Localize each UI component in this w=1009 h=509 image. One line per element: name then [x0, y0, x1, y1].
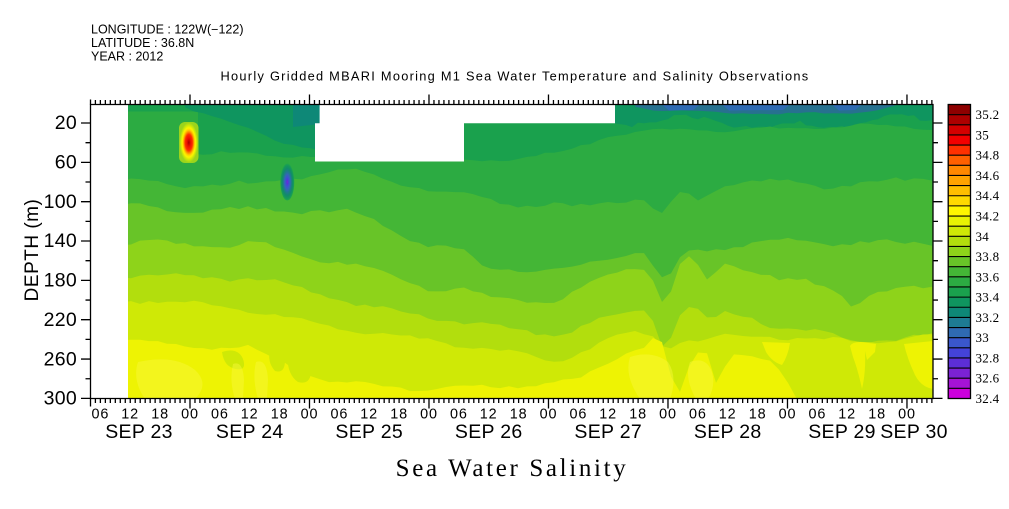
- svg-text:34.2: 34.2: [976, 209, 1000, 224]
- svg-text:18: 18: [390, 407, 408, 423]
- svg-text:18: 18: [510, 407, 528, 423]
- svg-text:SEP 29: SEP 29: [808, 421, 876, 443]
- svg-text:220: 220: [44, 309, 77, 331]
- svg-text:18: 18: [151, 407, 169, 423]
- svg-text:00: 00: [779, 407, 797, 423]
- svg-text:SEP 28: SEP 28: [694, 421, 762, 443]
- svg-text:18: 18: [868, 407, 886, 423]
- svg-text:32.4: 32.4: [976, 391, 1000, 406]
- svg-text:00: 00: [420, 407, 438, 423]
- svg-text:SEP 23: SEP 23: [105, 421, 173, 443]
- svg-text:32.6: 32.6: [976, 371, 1000, 386]
- svg-text:180: 180: [44, 270, 77, 292]
- svg-text:Hourly Gridded MBARI Mooring M: Hourly Gridded MBARI Mooring M1 Sea Wate…: [221, 69, 810, 84]
- svg-text:35.2: 35.2: [976, 107, 1000, 122]
- svg-text:140: 140: [44, 230, 77, 252]
- svg-text:00: 00: [301, 407, 319, 423]
- svg-text:06: 06: [330, 407, 348, 423]
- svg-text:18: 18: [271, 407, 289, 423]
- svg-text:00: 00: [181, 407, 199, 423]
- svg-text:00: 00: [659, 407, 677, 423]
- svg-text:SEP 26: SEP 26: [455, 421, 523, 443]
- svg-text:YEAR : 2012: YEAR : 2012: [91, 50, 163, 64]
- svg-text:SEP 24: SEP 24: [216, 421, 284, 443]
- svg-text:00: 00: [898, 407, 916, 423]
- svg-text:32.8: 32.8: [976, 350, 1000, 365]
- svg-text:33.8: 33.8: [976, 249, 1000, 264]
- svg-text:06: 06: [91, 407, 109, 423]
- svg-text:300: 300: [44, 388, 77, 410]
- svg-text:06: 06: [211, 407, 229, 423]
- svg-text:12: 12: [719, 407, 737, 423]
- svg-text:20: 20: [55, 112, 77, 134]
- svg-text:12: 12: [121, 407, 139, 423]
- svg-text:06: 06: [808, 407, 826, 423]
- svg-text:260: 260: [44, 348, 77, 370]
- svg-text:12: 12: [241, 407, 259, 423]
- svg-text:33.4: 33.4: [976, 290, 1000, 305]
- svg-text:LONGITUDE : 122W(−122): LONGITUDE : 122W(−122): [91, 23, 243, 37]
- svg-text:60: 60: [55, 152, 77, 174]
- svg-text:LATITUDE : 36.8N: LATITUDE : 36.8N: [91, 36, 194, 50]
- svg-text:33: 33: [976, 330, 990, 345]
- svg-text:34.8: 34.8: [976, 148, 1000, 163]
- svg-text:33.6: 33.6: [976, 269, 1000, 284]
- svg-text:12: 12: [360, 407, 378, 423]
- svg-text:100: 100: [44, 191, 77, 213]
- svg-text:12: 12: [838, 407, 856, 423]
- svg-text:34: 34: [976, 229, 990, 244]
- svg-text:35: 35: [976, 127, 990, 142]
- svg-text:12: 12: [599, 407, 617, 423]
- svg-text:18: 18: [749, 407, 767, 423]
- svg-text:12: 12: [480, 407, 498, 423]
- svg-text:DEPTH (m): DEPTH (m): [22, 199, 43, 302]
- svg-text:06: 06: [450, 407, 468, 423]
- svg-text:00: 00: [540, 407, 558, 423]
- svg-text:34.6: 34.6: [976, 168, 1000, 183]
- svg-text:34.4: 34.4: [976, 188, 1000, 203]
- svg-text:SEP 27: SEP 27: [574, 421, 642, 443]
- svg-text:SEP 30: SEP 30: [880, 421, 948, 443]
- svg-text:06: 06: [689, 407, 707, 423]
- svg-text:18: 18: [629, 407, 647, 423]
- svg-text:Sea Water Salinity: Sea Water Salinity: [396, 455, 629, 482]
- svg-text:SEP 25: SEP 25: [335, 421, 403, 443]
- svg-text:06: 06: [569, 407, 587, 423]
- svg-text:33.2: 33.2: [976, 310, 1000, 325]
